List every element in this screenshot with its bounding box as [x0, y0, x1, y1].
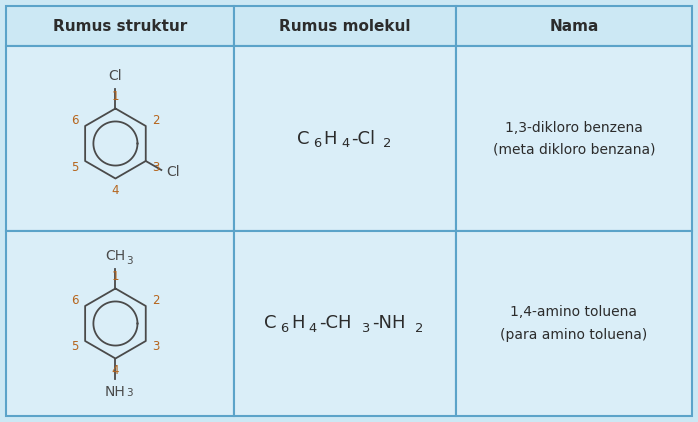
Text: Cl: Cl	[109, 68, 122, 82]
Text: 2: 2	[415, 322, 423, 335]
Text: 1: 1	[112, 90, 119, 103]
Text: Cl: Cl	[166, 165, 180, 179]
Text: 3: 3	[361, 322, 369, 335]
Text: 6: 6	[71, 293, 78, 306]
Text: -Cl: -Cl	[352, 130, 376, 148]
Text: Rumus molekul: Rumus molekul	[279, 19, 410, 33]
FancyBboxPatch shape	[6, 46, 234, 231]
Text: -CH: -CH	[319, 314, 352, 333]
Text: NH: NH	[105, 384, 126, 398]
Text: Nama: Nama	[549, 19, 599, 33]
Text: H: H	[291, 314, 304, 333]
Text: 3: 3	[126, 257, 133, 267]
Text: H: H	[323, 130, 337, 148]
Text: 2: 2	[152, 293, 160, 306]
Text: 6: 6	[313, 137, 321, 149]
FancyBboxPatch shape	[456, 6, 692, 46]
Text: CH: CH	[105, 249, 126, 262]
Text: C: C	[297, 130, 309, 148]
Text: 1,3-dikloro benzena: 1,3-dikloro benzena	[505, 121, 643, 135]
Text: 3: 3	[126, 387, 133, 398]
Text: 1,4-amino toluena: 1,4-amino toluena	[510, 306, 637, 319]
FancyBboxPatch shape	[6, 6, 234, 46]
FancyBboxPatch shape	[456, 231, 692, 416]
Text: (para amino toluena): (para amino toluena)	[500, 327, 648, 341]
Text: Rumus struktur: Rumus struktur	[53, 19, 187, 33]
Text: 4: 4	[112, 184, 119, 197]
Text: 3: 3	[152, 160, 160, 173]
Text: 3: 3	[152, 341, 160, 354]
FancyBboxPatch shape	[234, 46, 456, 231]
FancyBboxPatch shape	[234, 6, 456, 46]
Text: -NH: -NH	[372, 314, 406, 333]
Text: (meta dikloro benzana): (meta dikloro benzana)	[493, 143, 655, 157]
Text: 5: 5	[71, 341, 78, 354]
Text: 5: 5	[71, 160, 78, 173]
Text: 6: 6	[71, 114, 78, 127]
Text: 4: 4	[112, 364, 119, 377]
FancyBboxPatch shape	[6, 231, 234, 416]
Text: 4: 4	[341, 137, 349, 149]
Text: 1: 1	[112, 270, 119, 283]
FancyBboxPatch shape	[456, 46, 692, 231]
Text: 4: 4	[309, 322, 317, 335]
Text: C: C	[265, 314, 277, 333]
FancyBboxPatch shape	[234, 231, 456, 416]
Text: 6: 6	[281, 322, 289, 335]
Text: 2: 2	[383, 137, 391, 149]
Text: 2: 2	[152, 114, 160, 127]
